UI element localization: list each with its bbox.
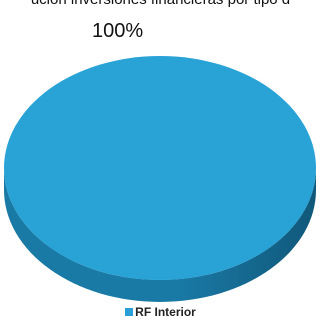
legend: RF Interior (0, 305, 321, 319)
pie-slice-side (4, 168, 316, 302)
legend-swatch (125, 308, 134, 316)
legend-label: RF Interior (135, 305, 196, 319)
data-label: 100% (92, 20, 143, 42)
chart-title: ución inversiones financieras por tipo d (0, 0, 321, 8)
pie-slice (4, 56, 316, 280)
